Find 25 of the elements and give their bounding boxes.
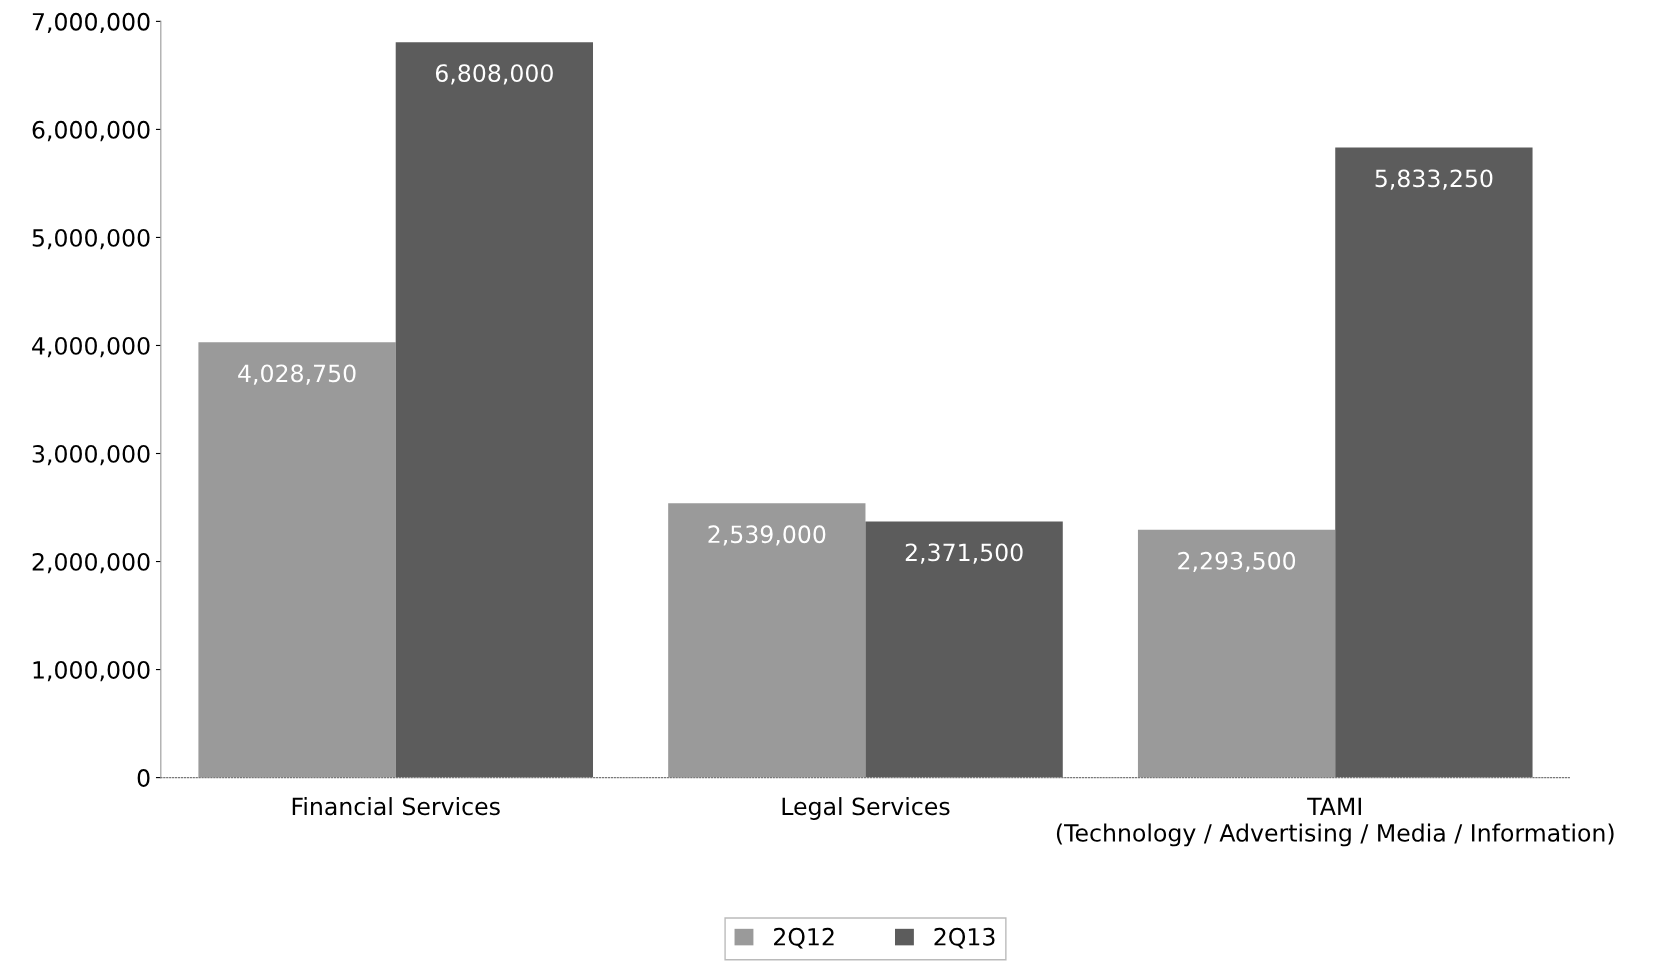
legend-label: 2Q13 — [934, 927, 995, 949]
y-tick-label: 5,000,000 — [32, 228, 150, 250]
bar — [1335, 147, 1533, 778]
bar — [865, 521, 1063, 778]
x-tick-label: TAMI (Technology / Advertising / Media / Information) — [1056, 797, 1614, 847]
y-tick-label: 4,000,000 — [32, 336, 150, 358]
legend-label: 2Q12 — [774, 927, 834, 949]
data-label: 6,808,000 — [435, 64, 553, 85]
bar — [395, 42, 594, 778]
bar — [1137, 529, 1336, 778]
x-tick-label: Legal Services — [782, 797, 950, 820]
y-tick-label: 1,000,000 — [33, 661, 150, 682]
bar — [668, 503, 866, 778]
bar — [198, 342, 396, 778]
y-tick-label: 6,000,000 — [32, 120, 150, 142]
y-tick-label: 7,000,000 — [32, 12, 150, 34]
data-label: 5,833,250 — [1375, 169, 1493, 190]
data-label: 2,293,500 — [1178, 551, 1296, 573]
data-label: 2,539,000 — [708, 525, 826, 546]
data-label: 2,371,500 — [905, 543, 1023, 564]
y-tick-label: 0 — [137, 769, 150, 787]
y-tick-label: 2,000,000 — [32, 552, 150, 574]
x-tick-label: Financial Services — [292, 797, 500, 816]
data-label: 4,028,750 — [238, 364, 356, 385]
y-tick-label: 3,000,000 — [32, 444, 150, 466]
